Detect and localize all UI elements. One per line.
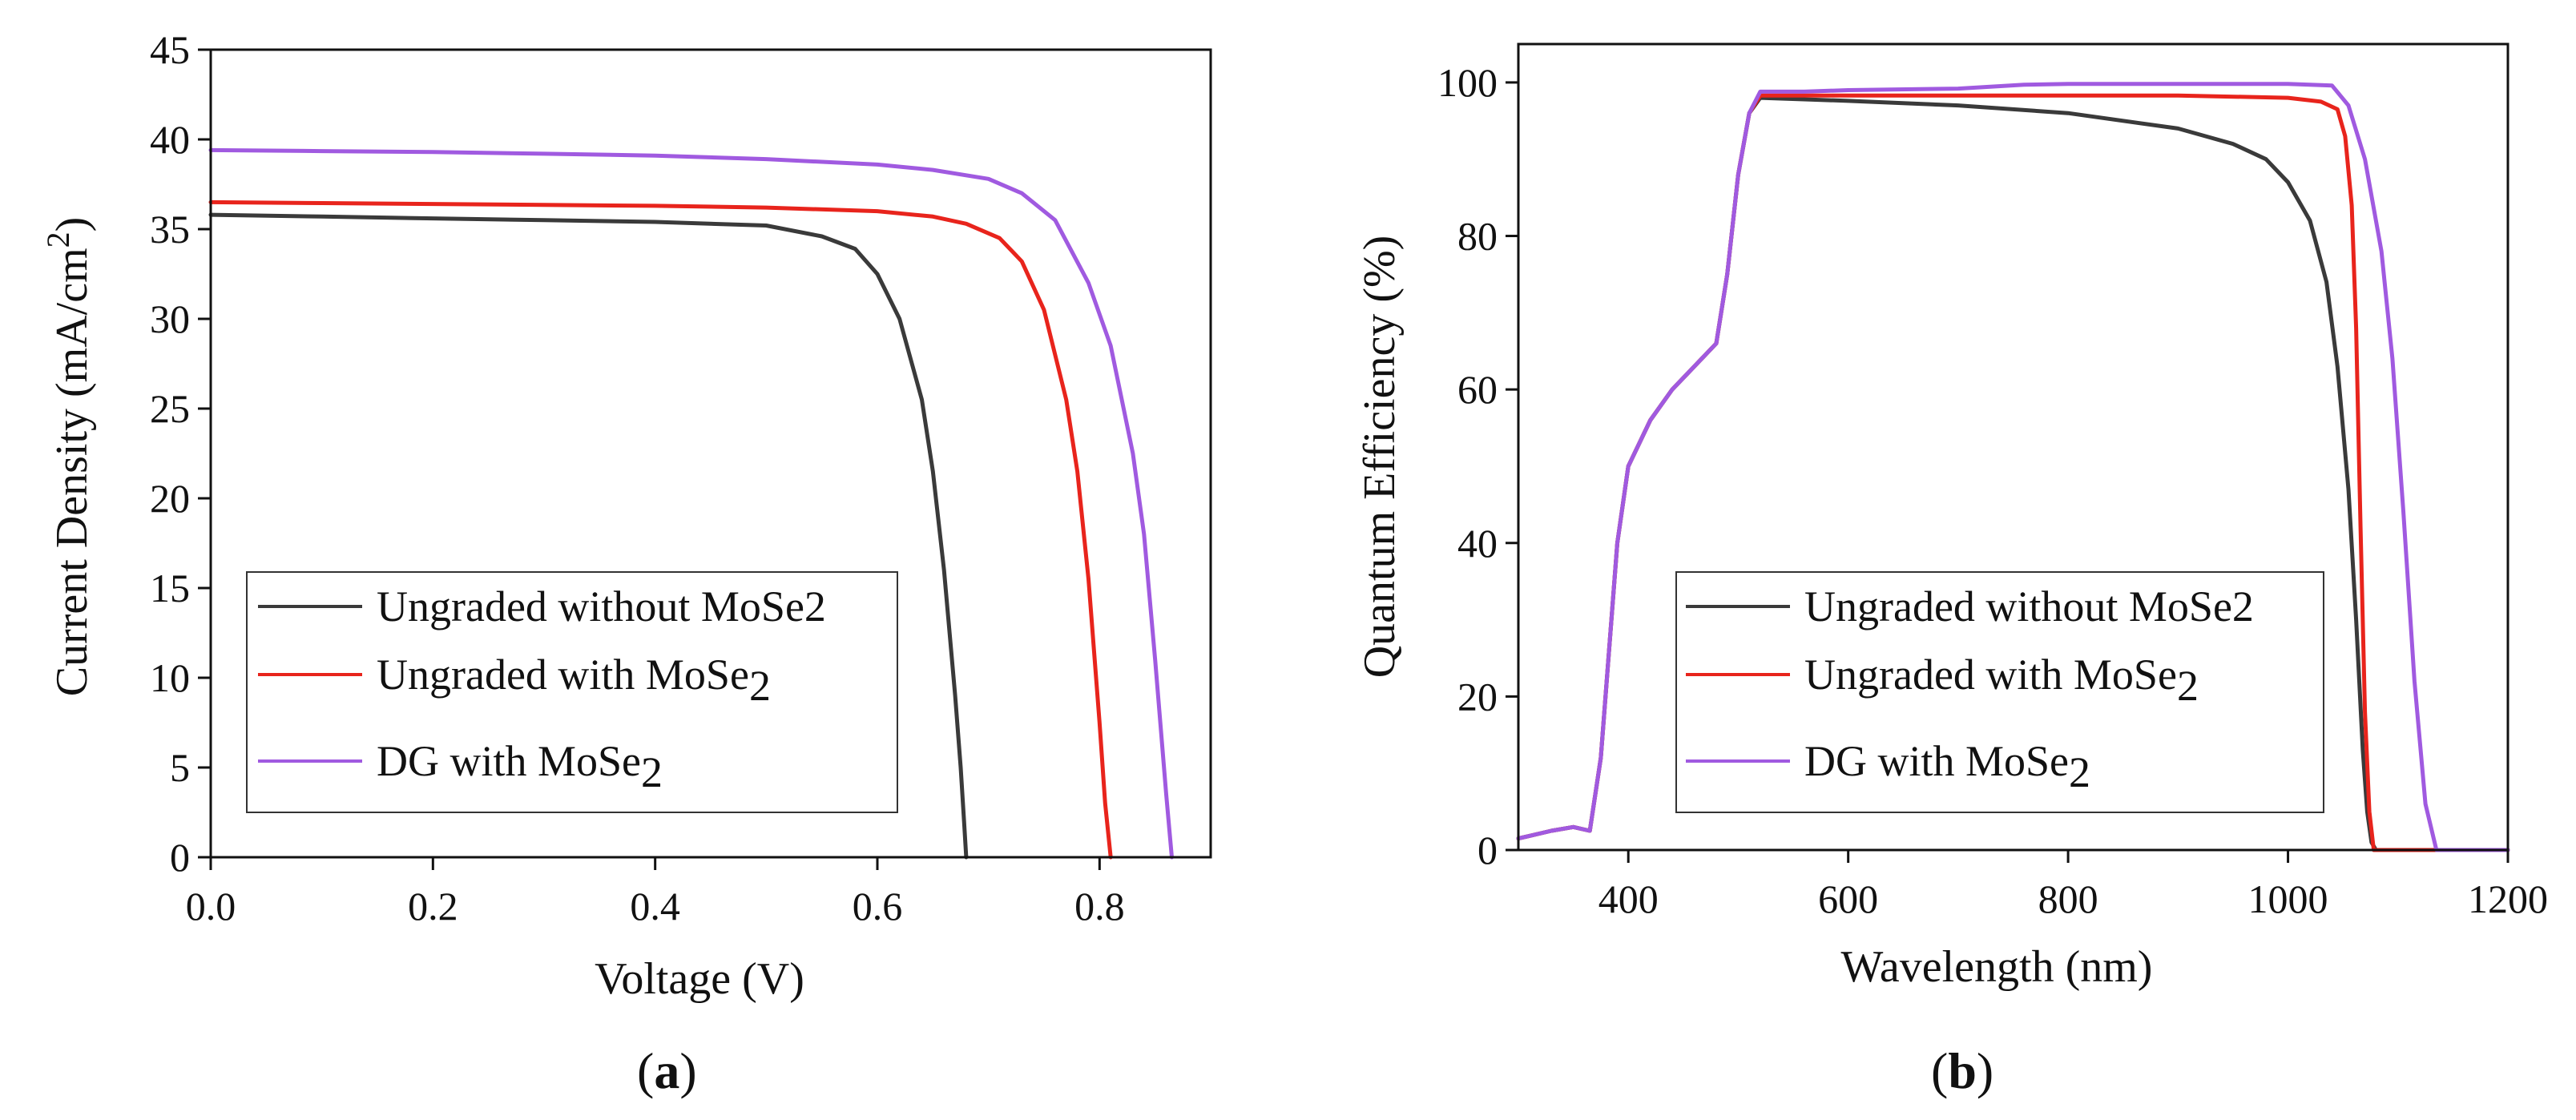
chart-b-x-tick-label-3: 1000: [2248, 876, 2328, 921]
chart-a-series-1: [208, 199, 1113, 860]
chart-a-x-tick-label-2: 0.4: [630, 884, 680, 929]
chart-b-panel-close: ): [1977, 1042, 1993, 1099]
chart-b-x-tick-label-4: 1200: [2468, 876, 2548, 921]
chart-b-y-tick-label-3: 60: [1457, 367, 1498, 412]
chart-a-legend-label-1-sub: 2: [749, 662, 771, 710]
chart-a-x-tick-label-0: 0.0: [186, 884, 236, 929]
chart-b-legend-label-0-base: Ungraded without MoSe2: [1804, 582, 2254, 631]
chart-a-y-tick-label-5: 25: [150, 386, 190, 431]
chart-a-legend-label-1-base: Ungraded with MoSe: [377, 651, 749, 699]
chart-a-y-tick-label-3: 15: [150, 566, 190, 610]
chart-a-y-tick-label-0: 0: [170, 835, 190, 880]
chart-b-xlabel: Wavelength (nm): [1841, 942, 2153, 992]
chart-b-x-tick-label-0: 400: [1598, 876, 1659, 921]
chart-b-x-tick-label-1: 600: [1818, 876, 1878, 921]
chart-a-x-tick-label-4: 0.8: [1074, 884, 1125, 929]
chart-a-ylabel-sup: 2: [40, 232, 76, 248]
chart-a-y-tick-label-2: 10: [150, 655, 190, 700]
chart-a-xlabel: Voltage (V): [595, 954, 804, 1004]
chart-b-legend-label-0: Ungraded without MoSe2: [1804, 582, 2254, 631]
chart-b-panel-label: (b): [1931, 1042, 1993, 1099]
chart-a-legend-label-2-base: DG with MoSe: [377, 737, 641, 785]
chart-a-series-2: [208, 147, 1174, 860]
chart-a-plot-frame: [209, 48, 1212, 859]
chart-a-x-tick-label-1: 0.2: [408, 884, 458, 929]
chart-a-y-tick-label-6: 30: [150, 296, 190, 341]
chart-b-y-tick-label-5: 100: [1437, 60, 1498, 105]
chart-a-y-tick-label-8: 40: [150, 117, 190, 162]
chart-a-series-layer: [208, 147, 1174, 860]
chart-a-y-tick-label-9: 45: [150, 27, 190, 72]
chart-a-panel-open: (: [637, 1042, 654, 1099]
chart-a-series-0: [208, 212, 969, 860]
chart-b-legend: Ungraded without MoSe2 Ungraded with MoS…: [1675, 571, 2324, 813]
chart-a-legend-label-2-sub: 2: [641, 748, 663, 796]
chart-a-ylabel: Current Density (mA/cm2): [40, 217, 98, 697]
chart-a-y-tick-label-1: 5: [170, 745, 190, 790]
chart-a-panel-close: ): [679, 1042, 696, 1099]
chart-a-panel-letter: a: [654, 1042, 679, 1099]
chart-a-legend-label-2: DG with MoSe2: [377, 737, 663, 796]
chart-b-y-tick-label-2: 40: [1457, 521, 1498, 566]
chart-a-legend: Ungraded without MoSe2 Ungraded with MoS…: [246, 571, 898, 813]
chart-a-legend-box: [246, 571, 898, 813]
chart-b-legend-label-2: DG with MoSe2: [1804, 737, 2090, 796]
chart-b-ticks-layer: 400 600 800 1000 1200 0 20 40 60 80 100: [1437, 60, 2548, 921]
chart-b-legend-label-1-base: Ungraded with MoSe: [1804, 651, 2177, 699]
chart-a-ylabel-base: Current Density (mA/cm: [47, 248, 97, 696]
chart-a-y-tick-label-4: 20: [150, 476, 190, 521]
chart-b-panel-open: (: [1931, 1042, 1948, 1099]
chart-b-x-tick-label-2: 800: [2038, 876, 2098, 921]
chart-a-legend-label-0: Ungraded without MoSe2: [377, 582, 826, 631]
chart-b-series-layer: [1516, 82, 2510, 852]
chart-a-panel-label: (a): [637, 1042, 697, 1099]
chart-b-panel-letter: b: [1948, 1042, 1977, 1099]
chart-b: 400 600 800 1000 1200 0 20 40 60 80 100 Quantum Ef…: [1355, 42, 2548, 1099]
chart-a-ylabel-close: ): [47, 217, 97, 232]
chart-a-legend-label-0-base: Ungraded without MoSe2: [377, 582, 826, 631]
chart-b-y-tick-label-0: 0: [1477, 828, 1498, 872]
chart-b-legend-label-1: Ungraded with MoSe2: [1804, 651, 2199, 710]
chart-a-y-tick-label-7: 35: [150, 207, 190, 252]
chart-b-legend-label-2-base: DG with MoSe: [1804, 737, 2069, 785]
chart-a-legend-label-1: Ungraded with MoSe2: [377, 651, 771, 710]
chart-a: 0.0 0.2 0.4 0.6 0.8 0 5 10 15 20 25 30 35 40 45 Curren…: [40, 27, 1212, 1099]
chart-b-ylabel: Quantum Efficiency (%): [1355, 236, 1405, 679]
chart-b-series-2: [1516, 82, 2510, 852]
chart-b-legend-box: [1675, 571, 2324, 813]
chart-b-y-tick-label-4: 80: [1457, 214, 1498, 259]
chart-a-x-tick-label-3: 0.6: [853, 884, 903, 929]
chart-b-legend-label-2-sub: 2: [2069, 748, 2090, 796]
chart-b-y-tick-label-1: 20: [1457, 674, 1498, 719]
chart-b-plot-frame: [1517, 42, 2509, 852]
chart-a-ticks-layer: 0.0 0.2 0.4 0.6 0.8 0 5 10 15 20 25 30 35 40 45: [150, 27, 1125, 929]
chart-b-legend-label-1-sub: 2: [2177, 662, 2199, 710]
